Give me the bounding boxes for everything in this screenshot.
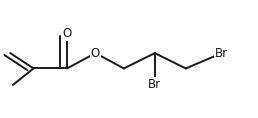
Text: Br: Br xyxy=(148,78,161,91)
Text: O: O xyxy=(91,47,100,60)
Text: Br: Br xyxy=(215,47,228,60)
Text: O: O xyxy=(62,27,72,40)
